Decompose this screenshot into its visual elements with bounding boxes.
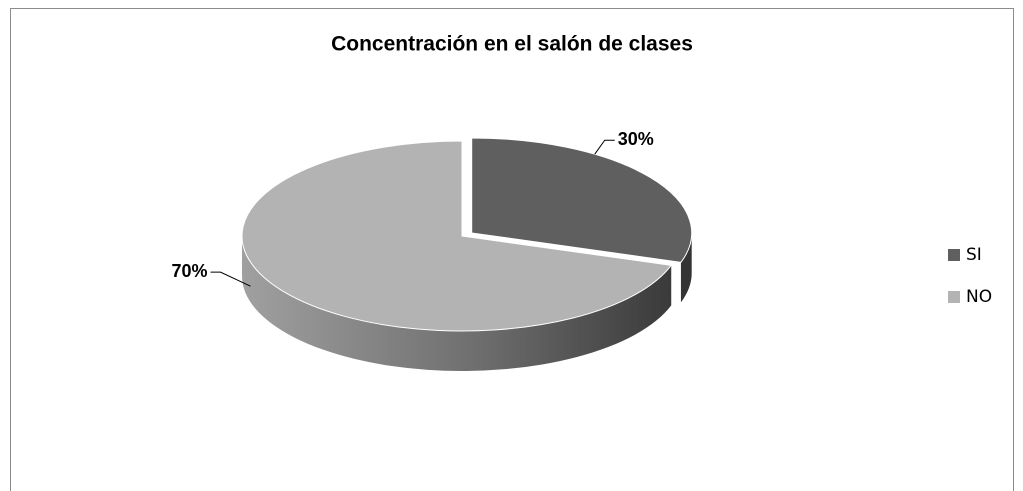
- chart-title: Concentración en el salón de clases: [331, 33, 693, 56]
- data-label: 30%: [618, 129, 654, 149]
- chart-frame: [10, 8, 1014, 491]
- legend-label: NO: [966, 287, 992, 307]
- leader-line: [210, 271, 251, 287]
- data-label: 70%: [171, 261, 207, 281]
- leader-line: [594, 139, 615, 155]
- legend-label: SI: [966, 245, 982, 265]
- slice-side: [680, 232, 692, 303]
- slice: [471, 137, 693, 263]
- slice-side: [242, 236, 672, 371]
- legend-swatch: [948, 291, 960, 303]
- slice: [241, 140, 673, 332]
- legend-swatch: [948, 249, 960, 261]
